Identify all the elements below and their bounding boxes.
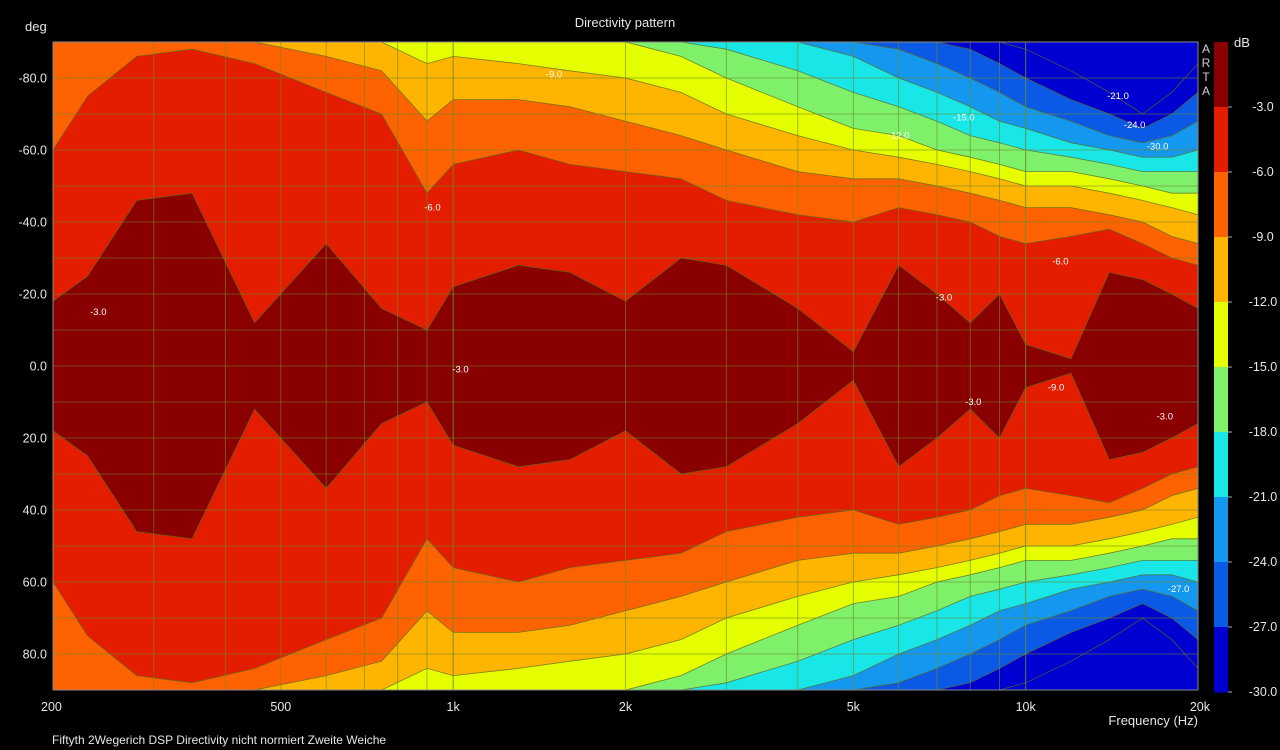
colorbar-swatch <box>1214 562 1228 628</box>
contour-label: -3.0 <box>452 365 468 376</box>
colorbar-tick-label: -12.0 <box>1249 295 1278 309</box>
x-tick-label: 5k <box>847 700 861 714</box>
y-axis-label: deg <box>25 19 47 34</box>
colorbar-tick-label: -15.0 <box>1249 360 1278 374</box>
y-tick-label: -20.0 <box>19 288 48 302</box>
contour-label: -24.0 <box>1124 120 1146 131</box>
colorbar-swatch <box>1214 42 1228 108</box>
chart-title: Directivity pattern <box>575 15 675 30</box>
brand-letter: R <box>1202 56 1211 70</box>
colorbar-swatch <box>1214 432 1228 498</box>
contour-label: -21.0 <box>1107 91 1129 102</box>
x-tick-label: 500 <box>270 700 291 714</box>
contour-label: -9.0 <box>546 69 562 80</box>
x-tick-label: 1k <box>447 700 461 714</box>
contour-label: -6.0 <box>424 203 440 214</box>
colorbar-swatch <box>1214 367 1228 433</box>
y-tick-label: 0.0 <box>30 360 47 374</box>
contour-labels: -3.0 -3.0 -3.0 -3.0 -3.0 -6.0 -6.0 -9.0 -9.0 -12.… <box>90 69 1189 595</box>
contour-label: -3.0 <box>965 397 981 408</box>
x-tick-label: 20k <box>1190 700 1211 714</box>
x-axis-label: Frequency (Hz) <box>1108 713 1198 728</box>
brand-letter: A <box>1202 42 1210 56</box>
colorbar-tick-label: -30.0 <box>1249 685 1278 699</box>
colorbar: -3.0 -6.0 -9.0 -12.0 -15.0 -18.0 -21.0 -24.0 -27… <box>1214 42 1277 699</box>
footer-caption: Fiftyth 2Wegerich DSP Directivity nicht … <box>52 733 386 747</box>
x-tick-label: 10k <box>1016 700 1037 714</box>
x-tick-label: 200 <box>41 700 62 714</box>
contour-label: -15.0 <box>953 113 975 124</box>
colorbar-tick-label: -9.0 <box>1252 230 1274 244</box>
y-tick-label: 60.0 <box>23 576 47 590</box>
y-tick-label: 80.0 <box>23 648 47 662</box>
x-tick-label: 2k <box>619 700 633 714</box>
y-tick-label: -60.0 <box>19 144 48 158</box>
contour-label: -30.0 <box>1147 141 1169 152</box>
y-tick-label: -80.0 <box>19 72 48 86</box>
grid <box>52 41 1199 691</box>
x-axis: 200 500 1k 2k 5k 10k 20k <box>41 700 1211 714</box>
colorbar-tick-label: -6.0 <box>1252 165 1274 179</box>
contour-label: -6.0 <box>1052 257 1068 268</box>
contour-label: -3.0 <box>90 307 106 318</box>
plot-frame <box>52 41 1199 691</box>
y-tick-label: -40.0 <box>19 216 48 230</box>
colorbar-swatch <box>1214 302 1228 368</box>
brand-letter: T <box>1202 70 1210 84</box>
contour-label: -27.0 <box>1168 584 1190 595</box>
colorbar-swatch <box>1214 237 1228 303</box>
colorbar-unit: dB <box>1234 35 1250 50</box>
colorbar-tick-label: -27.0 <box>1249 620 1278 634</box>
colorbar-swatch <box>1214 497 1228 563</box>
y-tick-label: 20.0 <box>23 432 47 446</box>
colorbar-tick-label: -21.0 <box>1249 490 1278 504</box>
y-axis: -80.0 -60.0 -40.0 -20.0 0.0 20.0 40.0 60.0 80.0 <box>19 72 48 662</box>
colorbar-swatch <box>1214 172 1228 238</box>
colorbar-tick-label: -24.0 <box>1249 555 1278 569</box>
contour-label: -12.0 <box>888 131 910 142</box>
contour-label: -3.0 <box>1157 411 1173 422</box>
y-tick-label: 40.0 <box>23 504 47 518</box>
contour-label: -9.0 <box>1048 383 1064 394</box>
colorbar-tick-label: -18.0 <box>1249 425 1278 439</box>
brand-letter: A <box>1202 84 1210 98</box>
colorbar-tick-label: -3.0 <box>1252 100 1274 114</box>
colorbar-swatch <box>1214 107 1228 173</box>
colorbar-swatch <box>1214 627 1228 693</box>
contour-label: -3.0 <box>936 293 952 304</box>
